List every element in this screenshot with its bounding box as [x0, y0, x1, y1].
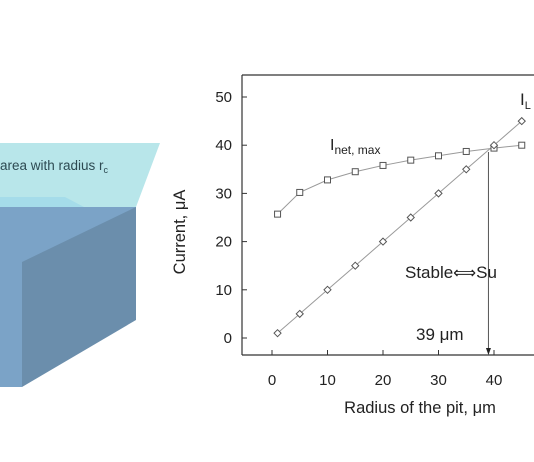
data-point-L [323, 285, 332, 295]
y-tick-label: 30 [215, 185, 232, 202]
stability-arrow-icon: ⟺ [453, 263, 476, 282]
block-side-face [22, 207, 136, 387]
pit-area-highlight [0, 197, 84, 207]
series-label-L-sub: L [525, 100, 531, 112]
x-ticks: 0 10 20 30 40 [268, 350, 503, 389]
x-axis-label: Radius of the pit, μm [344, 399, 496, 417]
data-point-net-max [379, 161, 387, 169]
data-point-net-max [407, 156, 415, 164]
data-point-net-max [274, 210, 282, 218]
data-point-L [489, 140, 499, 150]
crossing-label: 39 μm [416, 325, 464, 344]
data-point-L [462, 165, 471, 174]
series-label-net: Inet, max [330, 137, 380, 157]
data-point-net-max [462, 147, 470, 155]
series-markers [273, 116, 526, 338]
x-tick-label: 10 [319, 372, 336, 389]
series-lines [277, 120, 523, 334]
data-point-net-max [351, 168, 359, 176]
series-line-net-max [277, 144, 522, 215]
data-point-L [517, 116, 526, 126]
data-point-L [406, 213, 415, 222]
block-top-face [0, 143, 160, 207]
series-line-L [277, 120, 523, 334]
y-tick-label: 0 [224, 330, 232, 347]
data-point-net-max [296, 188, 304, 196]
data-point-net-max [324, 176, 331, 184]
block-illustration: area with radius rc [0, 143, 160, 387]
data-point-L [295, 309, 304, 319]
y-tick-label: 10 [215, 282, 232, 299]
unstable-text: Su [476, 263, 497, 282]
pit-area-label-main: area with radius r [0, 158, 104, 173]
series-label-L-main: I [520, 90, 525, 109]
x-tick-label: 40 [486, 372, 503, 389]
y-tick-label: 40 [215, 137, 232, 154]
data-point-L [273, 328, 282, 338]
y-tick-label: 20 [215, 234, 232, 251]
data-point-net-max [435, 152, 442, 160]
data-point-L [351, 261, 360, 270]
stability-annotation: Stable⟺Su [405, 263, 497, 282]
y-tick-label: 50 [215, 89, 232, 106]
x-tick-label: 20 [375, 372, 392, 389]
series-label-L: IL [520, 90, 531, 112]
data-point-net-max [518, 141, 526, 149]
x-tick-label: 0 [268, 372, 276, 389]
stable-text: Stable [405, 263, 453, 282]
x-tick-label: 30 [430, 372, 447, 389]
crossing-arrow-head [485, 348, 491, 355]
pit-area-label: area with radius rc [0, 158, 109, 175]
block-front-left-face [0, 262, 22, 387]
series-label-net-sub: net, max [334, 143, 380, 157]
chart: 0 10 20 30 40 0 10 20 30 40 50 Radius of the pit,… [171, 74, 534, 417]
pit-area-label-sub: c [104, 165, 109, 175]
y-ticks: 0 10 20 30 40 50 [215, 89, 247, 347]
y-axis-label: Current, μA [171, 190, 189, 275]
series-label-net-main: I [330, 137, 334, 154]
data-point-L [434, 189, 443, 198]
data-point-L [378, 237, 388, 246]
